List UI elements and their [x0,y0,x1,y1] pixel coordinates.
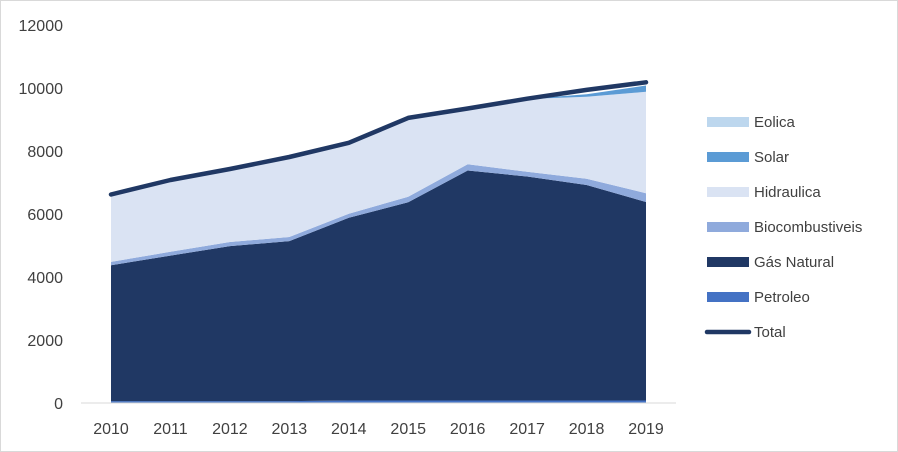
legend-item: Eolica [707,114,796,131]
legend-item: Solar [707,149,789,166]
area-petroleo [111,400,646,403]
legend-swatch [707,117,749,127]
area-gas-natural [111,170,646,402]
y-axis-ticks: 0 2000 4000 6000 8000 10000 12000 [19,18,64,413]
legend-label: Gás Natural [754,254,834,271]
area-hidraulica [111,91,646,262]
line-layer [108,80,649,197]
x-tick-label: 2010 [93,421,129,438]
x-tick-label: 2019 [628,421,664,438]
y-tick-label: 6000 [27,207,63,224]
legend-item: Hidraulica [707,184,821,201]
x-tick-label: 2012 [212,421,248,438]
legend-item: Total [704,324,786,341]
legend-label: Total [754,324,786,341]
x-tick-label: 2016 [450,421,486,438]
legend-label: Petroleo [754,289,810,306]
legend-label: Solar [754,149,789,166]
legend-swatch [707,222,749,232]
legend-swatch [707,257,749,267]
y-tick-label: 4000 [27,270,63,287]
y-tick-label: 10000 [19,81,64,98]
x-tick-label: 2011 [153,421,188,438]
legend-label: Biocombustiveis [754,219,862,236]
y-tick-label: 0 [54,396,63,413]
legend-swatch [707,152,749,162]
legend-label: Eolica [754,114,796,131]
line-total [108,80,649,197]
legend-item: Biocombustiveis [707,219,862,236]
legend: Eolica Solar Hidraulica Biocombustiveis Gás … [704,114,862,341]
x-tick-label: 2018 [569,421,605,438]
y-tick-label: 12000 [19,18,64,35]
x-tick-label: 2015 [390,421,426,438]
x-axis-ticks: 2010 2011 2012 2013 2014 2015 2016 2017 2018 2019 [93,421,664,438]
x-tick-label: 2014 [331,421,367,438]
y-tick-label: 8000 [27,144,63,161]
legend-item: Gás Natural [707,254,834,271]
legend-swatch [707,292,749,302]
area-biocombustiveis [111,164,646,266]
x-tick-label: 2013 [272,421,308,438]
legend-item: Petroleo [707,289,810,306]
x-tick-label: 2017 [509,421,545,438]
y-tick-label: 2000 [27,333,63,350]
area-layer [111,85,646,403]
legend-label: Hidraulica [754,184,821,201]
legend-swatch [707,187,749,197]
